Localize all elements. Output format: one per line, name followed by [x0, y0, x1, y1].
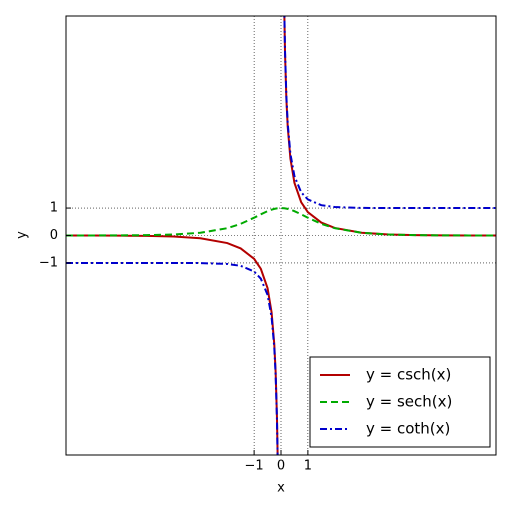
legend-box [309, 356, 491, 448]
legend-label: y = sech(x) [366, 393, 452, 411]
series-line [66, 16, 496, 455]
x-tick-label: 1 [304, 459, 312, 474]
x-axis-label: x [277, 481, 285, 496]
grid [66, 16, 496, 455]
legend-label: y = csch(x) [366, 366, 451, 384]
series-line [66, 207, 496, 237]
x-tick-label: 0 [277, 459, 285, 474]
y-tick-label: −1 [39, 255, 58, 270]
y-axis-label: y [15, 231, 30, 239]
x-tick-label: −1 [245, 459, 264, 474]
legend-label: y = coth(x) [366, 420, 450, 438]
y-tick-label: 0 [50, 228, 58, 243]
y-tick-label: 1 [50, 201, 58, 216]
plot-area [66, 16, 496, 455]
legend: y = csch(x) y = sech(x) y = coth(x) [309, 356, 491, 448]
